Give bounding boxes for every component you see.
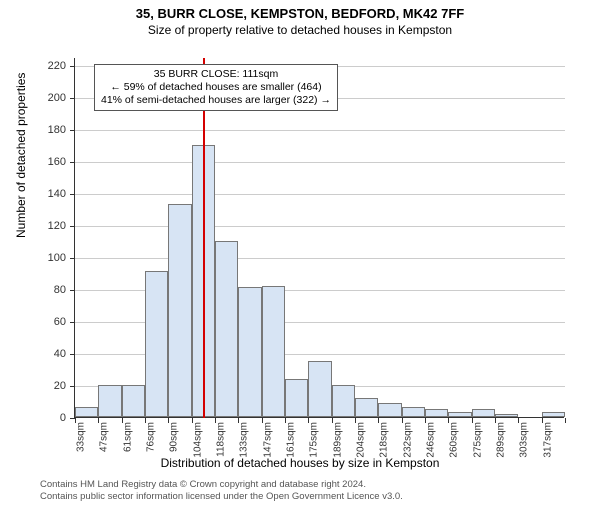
ytick-label: 200 — [0, 92, 66, 104]
xtick-label: 76sqm — [145, 422, 156, 452]
ytick-label: 160 — [0, 156, 66, 168]
xtick-label: 175sqm — [309, 422, 320, 458]
histogram-bar — [145, 271, 168, 417]
xtick-label: 47sqm — [99, 422, 110, 452]
histogram-bar — [355, 398, 378, 417]
xtick-label: 275sqm — [472, 422, 483, 458]
ytick-label: 80 — [0, 284, 66, 296]
xtick-label: 246sqm — [425, 422, 436, 458]
gridline — [75, 258, 565, 259]
xtick-label: 218sqm — [379, 422, 390, 458]
histogram-bar — [425, 409, 448, 417]
footer-attribution: Contains HM Land Registry data © Crown c… — [40, 479, 403, 502]
ytick-label: 0 — [0, 412, 66, 424]
ytick-mark — [70, 162, 75, 163]
footer-line: Contains HM Land Registry data © Crown c… — [40, 479, 403, 490]
ytick-mark — [70, 98, 75, 99]
xtick-label: 133sqm — [239, 422, 250, 458]
ytick-label: 180 — [0, 124, 66, 136]
histogram-bar — [285, 379, 308, 417]
ytick-label: 40 — [0, 348, 66, 360]
page-subtitle: Size of property relative to detached ho… — [0, 23, 600, 37]
plot-area: 33sqm47sqm61sqm76sqm90sqm104sqm118sqm133… — [74, 58, 564, 418]
ytick-mark — [70, 290, 75, 291]
histogram-bar — [472, 409, 495, 417]
reference-line — [203, 58, 205, 418]
annotation-line: 35 BURR CLOSE: 111sqm — [101, 68, 331, 81]
histogram-bar — [122, 385, 145, 417]
ytick-label: 140 — [0, 188, 66, 200]
histogram-bar — [308, 361, 331, 417]
ytick-mark — [70, 194, 75, 195]
xtick-label: 289sqm — [495, 422, 506, 458]
xtick-label: 90sqm — [169, 422, 180, 452]
x-axis-label: Distribution of detached houses by size … — [0, 456, 600, 470]
histogram-bar — [238, 287, 261, 417]
gridline — [75, 194, 565, 195]
xtick-label: 104sqm — [192, 422, 203, 458]
xtick-label: 317sqm — [542, 422, 553, 458]
ytick-mark — [70, 258, 75, 259]
reference-annotation: 35 BURR CLOSE: 111sqm ← 59% of detached … — [94, 64, 338, 111]
histogram-bar — [542, 412, 565, 417]
ytick-label: 220 — [0, 60, 66, 72]
xtick-label: 204sqm — [355, 422, 366, 458]
annotation-line: 41% of semi-detached houses are larger (… — [101, 94, 331, 107]
ytick-label: 120 — [0, 220, 66, 232]
gridline — [75, 130, 565, 131]
histogram-bar — [448, 412, 471, 417]
footer-line: Contains public sector information licen… — [40, 491, 403, 502]
ytick-label: 100 — [0, 252, 66, 264]
xtick-label: 260sqm — [449, 422, 460, 458]
histogram-bar — [402, 407, 425, 417]
ytick-mark — [70, 322, 75, 323]
ytick-mark — [70, 354, 75, 355]
ytick-mark — [70, 66, 75, 67]
ytick-mark — [70, 130, 75, 131]
histogram-bar — [378, 403, 401, 417]
xtick-label: 61sqm — [122, 422, 133, 452]
xtick-mark — [565, 418, 566, 423]
histogram-chart: 33sqm47sqm61sqm76sqm90sqm104sqm118sqm133… — [74, 58, 564, 418]
annotation-line: ← 59% of detached houses are smaller (46… — [101, 81, 331, 94]
histogram-bar — [332, 385, 355, 417]
histogram-bar — [98, 385, 121, 417]
xtick-label: 147sqm — [262, 422, 273, 458]
ytick-label: 20 — [0, 380, 66, 392]
gridline — [75, 162, 565, 163]
gridline — [75, 226, 565, 227]
xtick-label: 161sqm — [285, 422, 296, 458]
histogram-bar — [262, 286, 285, 417]
xtick-label: 232sqm — [402, 422, 413, 458]
xtick-label: 303sqm — [519, 422, 530, 458]
histogram-bar — [215, 241, 238, 417]
histogram-bar — [495, 414, 518, 417]
xtick-label: 189sqm — [332, 422, 343, 458]
page-title: 35, BURR CLOSE, KEMPSTON, BEDFORD, MK42 … — [0, 6, 600, 21]
xtick-label: 118sqm — [215, 422, 226, 457]
histogram-bar — [168, 204, 191, 417]
ytick-label: 60 — [0, 316, 66, 328]
ytick-mark — [70, 386, 75, 387]
xtick-label: 33sqm — [75, 422, 86, 452]
ytick-mark — [70, 226, 75, 227]
histogram-bar — [75, 407, 98, 417]
